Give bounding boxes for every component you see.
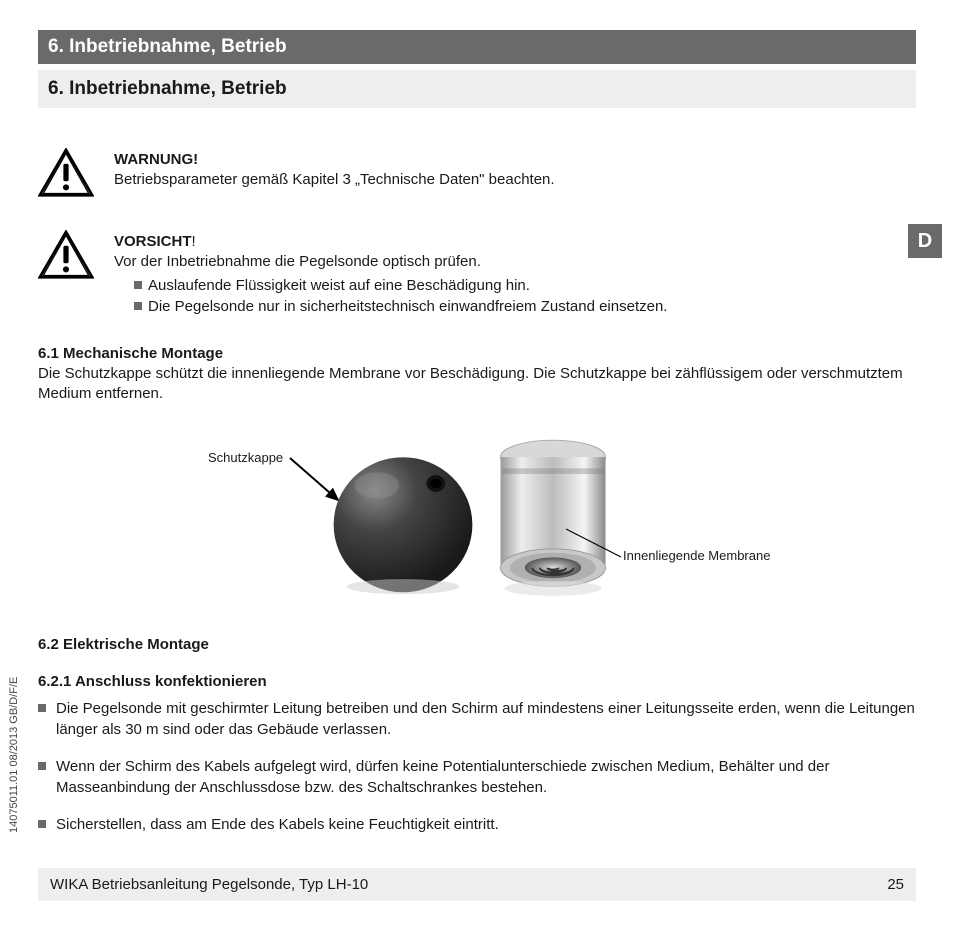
- warning-body: WARNUNG! Betriebsparameter gemäß Kapitel…: [114, 148, 916, 191]
- caution-body: VORSICHT! Vor der Inbetriebnahme die Peg…: [114, 230, 916, 317]
- section-6-1-text: Die Schutzkappe schützt die innenliegend…: [38, 364, 916, 405]
- footer-title: WIKA Betriebsanleitung Pegelsonde, Typ L…: [50, 876, 368, 893]
- figure-diagram: Schutzkappe: [38, 424, 916, 614]
- list-item: Die Pegelsonde mit geschirmter Leitung b…: [38, 698, 916, 740]
- section-6-1-title: 6.1 Mechanische Montage: [38, 345, 916, 362]
- list-item: Wenn der Schirm des Kabels aufgelegt wir…: [38, 756, 916, 798]
- section-6-2-title: 6.2 Elektrische Montage: [38, 636, 916, 653]
- caution-bullets: Auslaufende Flüssigkeit weist auf eine B…: [114, 275, 916, 317]
- page-content: 6. Inbetriebnahme, Betrieb 6. Inbetriebn…: [0, 0, 954, 835]
- caution-title-punct: !: [192, 233, 196, 250]
- caution-text: Vor der Inbetriebnahme die Pegelsonde op…: [114, 252, 916, 272]
- protective-cap-icon: [328, 446, 478, 596]
- warning-title: WARNUNG!: [114, 150, 916, 170]
- warning-triangle-icon: [38, 148, 94, 202]
- document-code-label: 14075011.01 08/2013 GB/D/F/E: [8, 677, 20, 833]
- page-footer: WIKA Betriebsanleitung Pegelsonde, Typ L…: [38, 868, 916, 901]
- list-item: Die Pegelsonde nur in sicherheitstechnis…: [134, 296, 916, 317]
- caution-notice: VORSICHT! Vor der Inbetriebnahme die Peg…: [38, 230, 916, 317]
- list-item: Sicherstellen, dass am Ende des Kabels k…: [38, 814, 916, 835]
- caution-title-line: VORSICHT!: [114, 232, 916, 252]
- warning-notice: WARNUNG! Betriebsparameter gemäß Kapitel…: [38, 148, 916, 202]
- language-tab: D: [908, 224, 942, 258]
- list-item: Auslaufende Flüssigkeit weist auf eine B…: [134, 275, 916, 296]
- figure-label-left: Schutzkappe: [208, 450, 283, 465]
- section-6-2-1-title: 6.2.1 Anschluss konfektionieren: [38, 673, 916, 690]
- footer-page-number: 25: [887, 876, 904, 893]
- warning-text: Betriebsparameter gemäß Kapitel 3 „Techn…: [114, 170, 916, 190]
- figure-label-right: Innenliegende Membrane: [623, 548, 770, 563]
- section-6-2-1-bullets: Die Pegelsonde mit geschirmter Leitung b…: [38, 698, 916, 835]
- caution-title: VORSICHT: [114, 233, 192, 250]
- section-heading-dark: 6. Inbetriebnahme, Betrieb: [38, 30, 916, 64]
- caution-triangle-icon: [38, 230, 94, 284]
- section-heading-light: 6. Inbetriebnahme, Betrieb: [38, 70, 916, 108]
- sensor-body-icon: [478, 438, 628, 598]
